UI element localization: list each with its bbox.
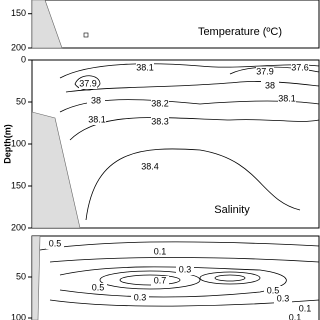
contour-line bbox=[85, 148, 301, 221]
contour-label-bg bbox=[261, 81, 279, 91]
contour-label: 0.1 bbox=[154, 246, 167, 256]
contour-label-bg bbox=[278, 94, 296, 104]
contour-label: 0.7 bbox=[154, 275, 167, 285]
contour-label-bg bbox=[89, 283, 107, 293]
y-tick-label: 100 bbox=[11, 138, 26, 148]
contour-label-bg bbox=[256, 67, 274, 77]
contour-line bbox=[99, 270, 201, 290]
contour-label: 37.9 bbox=[79, 78, 97, 88]
contour-label-bg bbox=[46, 239, 64, 249]
land bbox=[31, 0, 63, 49]
contour-line bbox=[49, 257, 320, 263]
contour-label-bg bbox=[286, 313, 304, 320]
contour-label: 0.1 bbox=[299, 303, 312, 313]
contour-label-bg bbox=[291, 63, 309, 73]
contour-label-bg bbox=[264, 286, 282, 296]
contour-line bbox=[59, 63, 320, 79]
contour-label-bg bbox=[151, 276, 169, 286]
panel-frame bbox=[31, 0, 320, 49]
contour-label: 37.6 bbox=[291, 62, 309, 72]
land bbox=[32, 111, 81, 228]
contour-line bbox=[39, 241, 320, 251]
contour-label: 38.1 bbox=[136, 62, 154, 72]
contour-label-bg bbox=[136, 63, 154, 73]
contour-label: 38.1 bbox=[278, 93, 296, 103]
contour-label-bg bbox=[79, 79, 97, 89]
contour-label-bg bbox=[151, 247, 169, 257]
y-tick-label: 50 bbox=[16, 271, 26, 281]
contour-label: 0.3 bbox=[134, 292, 147, 302]
contour-label-bg bbox=[176, 265, 194, 275]
y-axis-label: Depth(m) bbox=[2, 124, 12, 164]
contour-label-bg bbox=[274, 294, 292, 304]
marker bbox=[83, 32, 89, 38]
contour-label: 38.2 bbox=[151, 98, 169, 108]
contour-label: 38 bbox=[265, 80, 275, 90]
contour-label-bg bbox=[151, 117, 169, 127]
y-tick-label: 150 bbox=[11, 180, 26, 190]
contour-label: 38 bbox=[91, 95, 101, 105]
contour-label-bg bbox=[87, 96, 105, 106]
land bbox=[32, 236, 41, 320]
y-tick-label: 50 bbox=[16, 96, 26, 106]
panel-frame bbox=[31, 235, 320, 320]
y-tick-label: 200 bbox=[11, 222, 26, 232]
contour-label: 38.1 bbox=[88, 114, 106, 124]
contour-label: 0.5 bbox=[267, 285, 280, 295]
contour-line bbox=[65, 81, 320, 93]
contour-label-bg bbox=[296, 304, 314, 314]
contour-label: 0.5 bbox=[92, 282, 105, 292]
y-tick-label: 150 bbox=[11, 8, 26, 18]
y-tick-label: 0 bbox=[21, 54, 26, 64]
panel-title: Temperature (ºC) bbox=[198, 26, 282, 38]
contour-line bbox=[59, 266, 287, 298]
contour-line bbox=[199, 271, 261, 285]
contour-label: 0.1 bbox=[289, 312, 302, 320]
contour-label: 37.9 bbox=[256, 66, 274, 76]
contour-label-bg bbox=[151, 99, 169, 109]
panel-title: Salinity bbox=[214, 204, 250, 216]
contour-label: 0.3 bbox=[277, 293, 290, 303]
contour-label: 38.4 bbox=[141, 161, 159, 171]
contour-label-bg bbox=[141, 162, 159, 172]
contour-line bbox=[214, 274, 246, 282]
contour-label: 0.5 bbox=[49, 238, 62, 248]
contour-line bbox=[119, 274, 181, 286]
contour-label-bg bbox=[88, 115, 106, 125]
contour-label-bg bbox=[131, 293, 149, 303]
y-tick-label: 100 bbox=[11, 312, 26, 320]
y-tick-label: 200 bbox=[11, 42, 26, 52]
contour-label: 38.3 bbox=[151, 116, 169, 126]
contour-label: 0.3 bbox=[179, 264, 192, 274]
